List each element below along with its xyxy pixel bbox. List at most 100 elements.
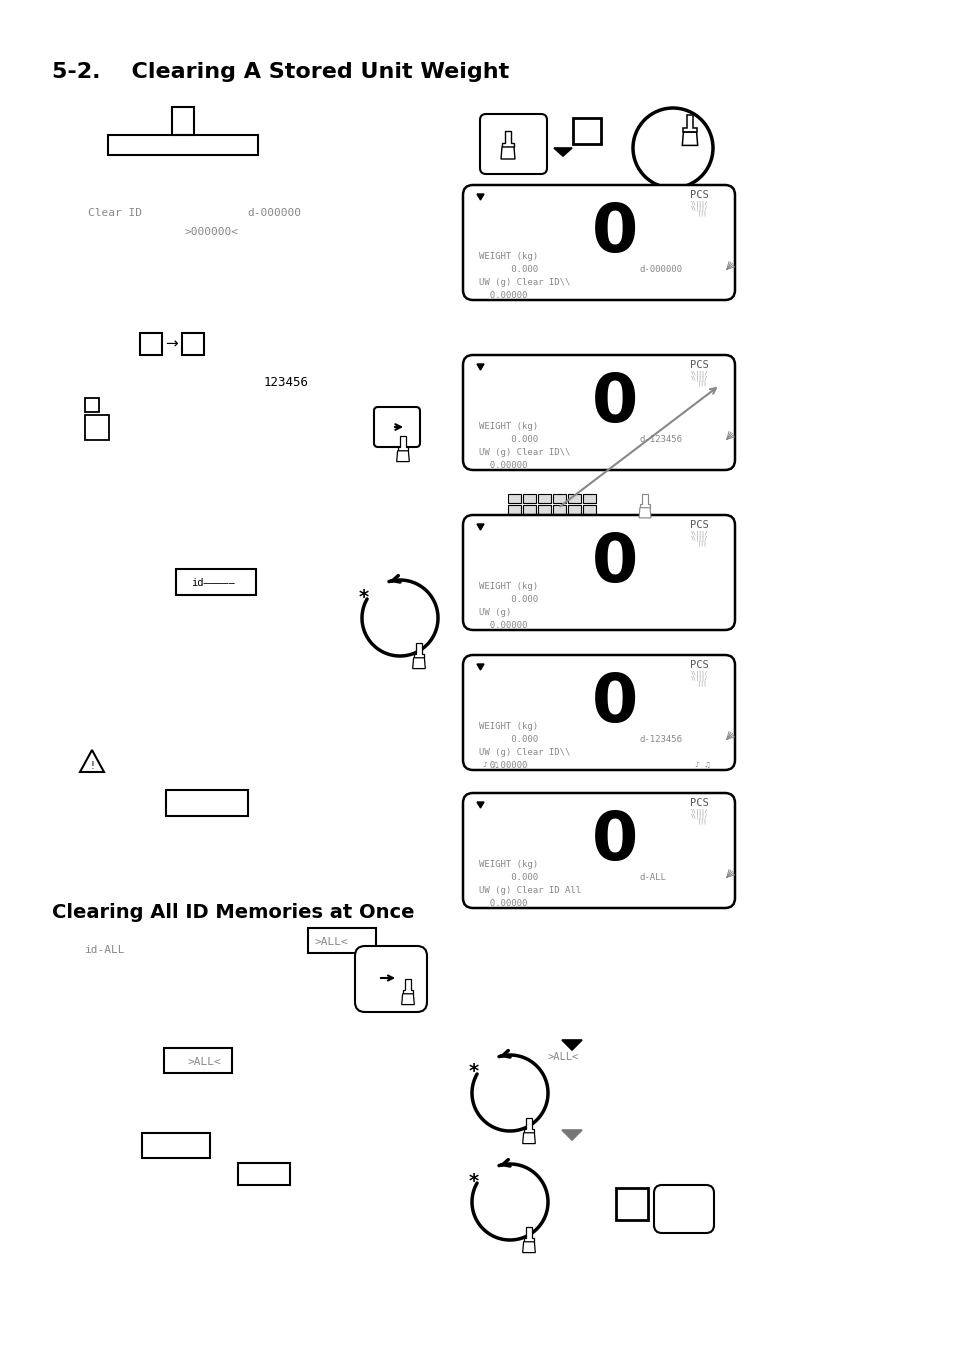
FancyBboxPatch shape [654,1185,713,1233]
Text: UW (g) Clear ID\\: UW (g) Clear ID\\ [478,447,570,457]
Text: *: * [469,1062,478,1082]
Text: \\|||/: \\|||/ [690,205,707,211]
Text: d-000000: d-000000 [247,208,301,218]
Text: 0.00000: 0.00000 [478,621,527,630]
Text: UW (g) Clear ID\\: UW (g) Clear ID\\ [478,748,570,757]
Bar [142,1133,210,1158]
Polygon shape [476,524,483,530]
Bar [567,494,580,503]
Bar [164,1048,232,1073]
Bar [522,494,536,503]
Text: PCS: PCS [690,520,708,530]
Bar [172,107,193,135]
Text: |||: ||| [692,681,706,686]
Polygon shape [501,131,514,147]
Polygon shape [561,1129,581,1140]
Text: PCS: PCS [690,361,708,370]
Text: 0.00000: 0.00000 [478,761,527,770]
FancyBboxPatch shape [479,113,546,174]
Text: !: ! [90,761,93,771]
Text: \\|||/: \\|||/ [690,531,707,536]
FancyBboxPatch shape [462,655,734,770]
Text: 0: 0 [592,370,638,436]
Text: 0: 0 [592,531,638,596]
Text: PCS: PCS [690,798,708,808]
Text: id—————: id————— [191,578,234,588]
Polygon shape [523,1228,534,1242]
Text: \\|||/: \\|||/ [690,370,707,376]
Text: ♪ ♫: ♪ ♫ [695,759,709,769]
Text: \\|||/: \\|||/ [690,670,707,676]
Text: →: → [166,336,178,351]
Text: 0: 0 [592,808,638,874]
Bar [582,505,596,513]
Text: |||: ||| [692,211,706,216]
Text: \\|||/: \\|||/ [690,676,707,681]
Polygon shape [554,149,572,155]
Polygon shape [396,451,409,462]
Text: *: * [469,1171,478,1190]
Polygon shape [401,994,414,1005]
FancyBboxPatch shape [462,793,734,908]
Text: 5-2.    Clearing A Stored Unit Weight: 5-2. Clearing A Stored Unit Weight [52,62,509,82]
Text: >ALL<: >ALL< [547,1052,578,1062]
Text: \\|||/: \\|||/ [690,535,707,540]
Text: d-000000: d-000000 [639,265,682,274]
Polygon shape [500,147,515,159]
FancyBboxPatch shape [462,185,734,300]
Text: 0.00000: 0.00000 [478,290,527,300]
Text: UW (g) Clear ID\\: UW (g) Clear ID\\ [478,278,570,286]
Text: 0.000: 0.000 [478,873,537,882]
FancyBboxPatch shape [462,515,734,630]
Text: 0.00000: 0.00000 [478,461,527,470]
Text: WEIGHT (kg): WEIGHT (kg) [478,582,537,590]
Polygon shape [639,494,649,508]
Text: |||: ||| [692,540,706,546]
Text: d-123456: d-123456 [639,435,682,443]
Text: |||: ||| [692,381,706,386]
Text: 123456: 123456 [264,376,309,389]
Bar [182,332,204,355]
Text: WEIGHT (kg): WEIGHT (kg) [478,721,537,731]
Text: ♪ ♫: ♪ ♫ [482,759,497,769]
Text: |||: ||| [692,819,706,824]
Bar [582,494,596,503]
Text: 0.00000: 0.00000 [478,898,527,908]
Text: UW (g) Clear ID All: UW (g) Clear ID All [478,886,580,894]
Bar [237,1163,290,1185]
FancyBboxPatch shape [462,355,734,470]
FancyBboxPatch shape [374,407,419,447]
Text: >ALL<: >ALL< [314,938,349,947]
Polygon shape [681,132,697,146]
Text: WEIGHT (kg): WEIGHT (kg) [478,859,537,869]
Polygon shape [561,1040,581,1050]
Polygon shape [413,658,425,669]
Bar [166,790,248,816]
Text: \\|||/: \\|||/ [690,376,707,381]
Bar [507,494,520,503]
Text: 0: 0 [592,200,638,266]
Bar [308,928,375,952]
Bar [567,505,580,513]
Polygon shape [522,1242,535,1252]
Text: d-ALL: d-ALL [639,873,666,882]
Bar [175,569,255,594]
Bar [85,415,109,440]
Text: WEIGHT (kg): WEIGHT (kg) [478,251,537,261]
Polygon shape [476,663,483,670]
Text: *: * [358,588,369,607]
Polygon shape [476,363,483,370]
Polygon shape [682,115,696,132]
Text: UW (g): UW (g) [478,608,511,617]
Text: WEIGHT (kg): WEIGHT (kg) [478,422,537,431]
Bar [573,118,600,145]
Polygon shape [522,1132,535,1143]
FancyBboxPatch shape [355,946,427,1012]
Polygon shape [639,508,650,517]
Text: id-ALL: id-ALL [85,944,126,955]
Text: 0.000: 0.000 [478,435,537,443]
Polygon shape [414,643,424,658]
Text: d-123456: d-123456 [639,735,682,744]
Bar [507,505,520,513]
Text: Clearing All ID Memories at Once: Clearing All ID Memories at Once [52,904,414,923]
